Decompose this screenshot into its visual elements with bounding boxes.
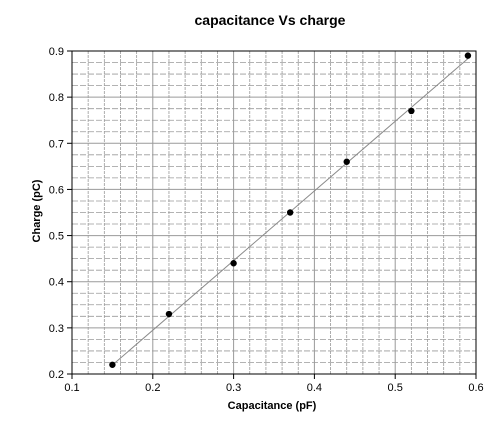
x-tick-label: 0.3: [226, 382, 241, 394]
data-point: [408, 107, 415, 115]
y-axis-ticks: 0.2 0.3 0.4 0.5 0.6 0.7 0.8 0.9: [49, 46, 72, 381]
data-point: [343, 158, 350, 165]
plot-frame: [71, 50, 477, 375]
y-tick-label: 0.7: [49, 138, 64, 150]
data-point: [464, 52, 472, 59]
y-tick-label: 0.9: [49, 46, 64, 58]
x-tick-label: 0.5: [388, 382, 403, 394]
x-tick-label: 0.2: [145, 382, 160, 394]
grid-lines: [72, 51, 476, 374]
data-point: [109, 361, 116, 368]
data-point: [230, 260, 237, 267]
y-tick-label: 0.2: [49, 369, 64, 381]
x-tick-label: 0.4: [307, 382, 322, 394]
y-tick-label: 0.4: [49, 277, 64, 289]
chart-title: capacitance Vs charge: [195, 12, 346, 28]
data-point: [165, 310, 173, 318]
y-tick-label: 0.8: [49, 92, 64, 104]
y-tick-label: 0.3: [49, 323, 64, 335]
x-axis-label: Capacitance (pF): [228, 400, 317, 412]
x-tick-label: 0.6: [468, 382, 483, 394]
x-axis-ticks: 0.1 0.2 0.3 0.4 0.5 0.6: [64, 374, 484, 394]
x-tick-label: 0.1: [64, 382, 79, 394]
data-point: [286, 209, 294, 216]
y-axis-label: Charge (pC): [31, 179, 43, 242]
y-tick-label: 0.5: [49, 231, 64, 243]
y-tick-label: 0.6: [49, 184, 64, 196]
data-points: [109, 52, 472, 368]
